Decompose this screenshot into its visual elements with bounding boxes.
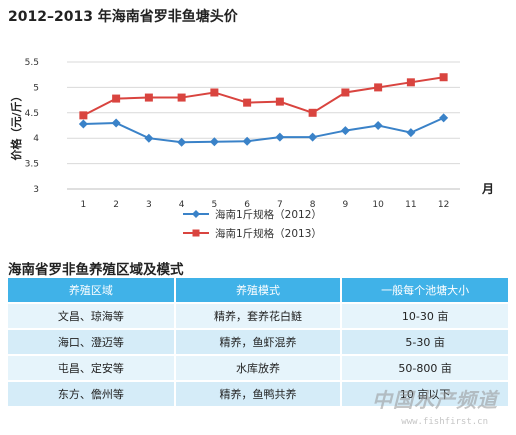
series-line-1 <box>83 116 445 144</box>
data-point <box>439 73 448 82</box>
cell-pond-size: 10-30 亩 <box>341 302 508 329</box>
data-point <box>308 108 317 117</box>
data-point <box>341 88 350 97</box>
y-tick-label: 4.5 <box>25 109 39 119</box>
x-tick-label: 3 <box>146 200 152 210</box>
legend-marker <box>192 229 200 237</box>
data-point <box>210 88 219 97</box>
cell-region: 文昌、琼海等 <box>8 302 176 329</box>
line-chart: 33.544.555.51 2 3 4 5 6 7 8 9 10 11 12月价格（元/斤）海南1斤规… <box>9 58 494 240</box>
data-point <box>177 93 186 102</box>
x-tick-label: 8 <box>310 200 316 210</box>
cell-pond-size: 10 亩以下 <box>341 380 508 406</box>
y-tick-label: 3.5 <box>25 160 39 170</box>
header-mode: 养殖模式 <box>174 278 343 303</box>
y-axis-label: 价格（元/斤） <box>9 90 23 160</box>
data-point <box>275 132 285 142</box>
y-tick-label: 4 <box>33 134 39 144</box>
data-point <box>78 119 88 129</box>
x-tick-label: 10 <box>372 200 384 210</box>
x-tick-label: 2 <box>113 200 119 210</box>
data-point <box>406 78 415 87</box>
data-point <box>144 133 154 143</box>
breeding-region-table: 养殖区域 养殖模式 一般每个池塘大小 文昌、琼海等 精养，套养花白鲢 10-30… <box>8 278 508 406</box>
cell-mode: 精养，套养花白鲢 <box>174 302 343 329</box>
data-point <box>439 113 449 123</box>
table-row: 屯昌、定安等 水库放养 50-800 亩 <box>8 354 508 381</box>
cell-mode: 水库放养 <box>174 354 343 381</box>
data-point <box>406 128 416 138</box>
watermark-logo: 中国水产频道 <box>372 388 498 412</box>
y-tick-label: 3 <box>33 185 39 195</box>
data-point <box>144 93 153 102</box>
x-axis-label: 月 <box>481 182 494 196</box>
legend-marker <box>192 210 200 218</box>
x-tick-label: 5 <box>212 200 218 210</box>
cell-pond-size: 5-30 亩 <box>341 328 508 355</box>
data-point <box>308 132 318 142</box>
x-tick-label: 1 <box>81 200 87 210</box>
table-header-row: 养殖区域 养殖模式 一般每个池塘大小 <box>8 278 508 303</box>
legend-label: 海南1斤规格（2013） <box>215 227 322 240</box>
data-point <box>111 118 121 128</box>
x-tick-label: 4 <box>179 200 185 210</box>
data-point <box>79 111 88 120</box>
y-tick-label: 5.5 <box>25 58 39 68</box>
legend-label: 海南1斤规格（2012） <box>215 208 322 221</box>
table-row: 东方、儋州等 精养，鱼鸭共养 10 亩以下 <box>8 380 508 406</box>
x-tick-label: 9 <box>343 200 349 210</box>
x-tick-label: 12 <box>438 200 449 210</box>
table-row: 文昌、琼海等 精养，套养花白鲢 10-30 亩 <box>8 302 508 329</box>
data-point <box>374 83 383 92</box>
data-point <box>112 94 121 103</box>
table-title: 海南省罗非鱼养殖区域及模式 <box>8 262 184 278</box>
cell-region: 海口、澄迈等 <box>8 328 176 355</box>
data-point <box>177 137 187 147</box>
x-tick-label: 11 <box>405 200 416 210</box>
cell-region: 东方、儋州等 <box>8 380 176 406</box>
cell-pond-size: 50-800 亩 <box>341 354 508 381</box>
cell-mode: 精养，鱼鸭共养 <box>174 380 343 406</box>
data-point <box>209 137 219 147</box>
watermark-url: www.fishfirst.cn <box>401 417 488 427</box>
data-point <box>243 98 252 107</box>
x-tick-label: 6 <box>244 200 250 210</box>
series-line-2 <box>82 76 444 117</box>
data-point <box>340 126 350 136</box>
y-tick-label: 5 <box>33 83 39 93</box>
cell-mode: 精养，鱼虾混养 <box>174 328 343 355</box>
chart-title: 2012–2013 年海南省罗非鱼塘头价 <box>8 9 238 25</box>
data-point <box>275 97 284 106</box>
header-region: 养殖区域 <box>8 278 176 303</box>
x-tick-label: 7 <box>277 200 283 210</box>
cell-region: 屯昌、定安等 <box>8 354 176 381</box>
header-pond-size: 一般每个池塘大小 <box>341 278 508 303</box>
table-row: 海口、澄迈等 精养，鱼虾混养 5-30 亩 <box>8 328 508 355</box>
data-point <box>373 121 383 130</box>
data-point <box>242 136 252 146</box>
